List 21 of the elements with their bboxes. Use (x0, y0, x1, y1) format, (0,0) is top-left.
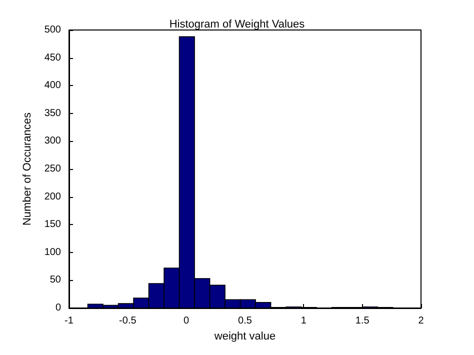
x-tick-label: -0.5 (119, 316, 137, 326)
y-tick-label: 500 (44, 24, 62, 36)
chart-title: Histogram of Weight Values (169, 18, 306, 30)
y-tick-label: 0 (55, 302, 62, 314)
y-tick-label: 50 (50, 274, 62, 286)
x-tick-label: 0.5 (238, 316, 252, 326)
x-tick-label: -1 (64, 316, 74, 326)
y-tick-label: 400 (44, 80, 62, 92)
y-tick-label: 350 (44, 108, 62, 119)
x-tick-label: 0 (184, 316, 190, 326)
y-axis-title: Number of Occurances (22, 112, 34, 226)
y-tick-label: 100 (44, 246, 62, 258)
y-tick-label: 150 (44, 219, 62, 230)
y-tick-label: 200 (44, 191, 62, 202)
x-axis-title: weight value (213, 330, 276, 342)
x-tick-label: 1.5 (355, 316, 370, 326)
y-tick-label: 450 (44, 52, 62, 64)
y-tick-label: 250 (44, 164, 62, 174)
y-tick-label: 300 (44, 136, 62, 147)
x-tick-label: 1 (300, 316, 307, 326)
x-tick-label: 2 (418, 316, 424, 326)
